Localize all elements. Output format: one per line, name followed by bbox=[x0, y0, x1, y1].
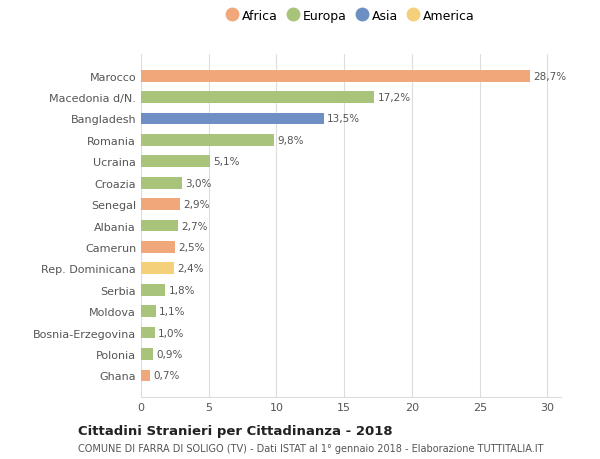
Bar bbox=[141, 71, 530, 82]
Bar bbox=[141, 178, 182, 189]
Text: 9,8%: 9,8% bbox=[277, 135, 304, 146]
Text: 1,8%: 1,8% bbox=[169, 285, 195, 295]
Bar bbox=[141, 113, 324, 125]
Bar bbox=[141, 348, 153, 360]
Bar bbox=[141, 284, 166, 296]
Bar bbox=[141, 199, 180, 211]
Text: 2,5%: 2,5% bbox=[178, 242, 205, 252]
Text: 13,5%: 13,5% bbox=[327, 114, 361, 124]
Bar bbox=[141, 327, 155, 339]
Text: 1,0%: 1,0% bbox=[158, 328, 184, 338]
Text: 0,7%: 0,7% bbox=[154, 370, 180, 381]
Bar bbox=[141, 135, 274, 146]
Bar bbox=[141, 156, 210, 168]
Text: 1,1%: 1,1% bbox=[159, 307, 186, 317]
Text: COMUNE DI FARRA DI SOLIGO (TV) - Dati ISTAT al 1° gennaio 2018 - Elaborazione TU: COMUNE DI FARRA DI SOLIGO (TV) - Dati IS… bbox=[78, 443, 544, 453]
Bar bbox=[141, 263, 173, 274]
Bar bbox=[141, 370, 151, 381]
Bar bbox=[141, 92, 374, 104]
Text: 2,4%: 2,4% bbox=[177, 264, 203, 274]
Bar bbox=[141, 220, 178, 232]
Text: Cittadini Stranieri per Cittadinanza - 2018: Cittadini Stranieri per Cittadinanza - 2… bbox=[78, 424, 392, 437]
Text: 3,0%: 3,0% bbox=[185, 179, 211, 188]
Bar bbox=[141, 306, 156, 317]
Bar bbox=[141, 241, 175, 253]
Legend: Africa, Europa, Asia, America: Africa, Europa, Asia, America bbox=[223, 6, 479, 27]
Text: 28,7%: 28,7% bbox=[533, 72, 566, 82]
Text: 2,9%: 2,9% bbox=[184, 200, 210, 210]
Text: 0,9%: 0,9% bbox=[157, 349, 183, 359]
Text: 17,2%: 17,2% bbox=[377, 93, 410, 103]
Text: 5,1%: 5,1% bbox=[214, 157, 240, 167]
Text: 2,7%: 2,7% bbox=[181, 221, 208, 231]
